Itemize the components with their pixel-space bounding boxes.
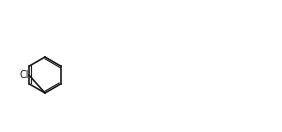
Text: Cl: Cl [19, 70, 29, 80]
